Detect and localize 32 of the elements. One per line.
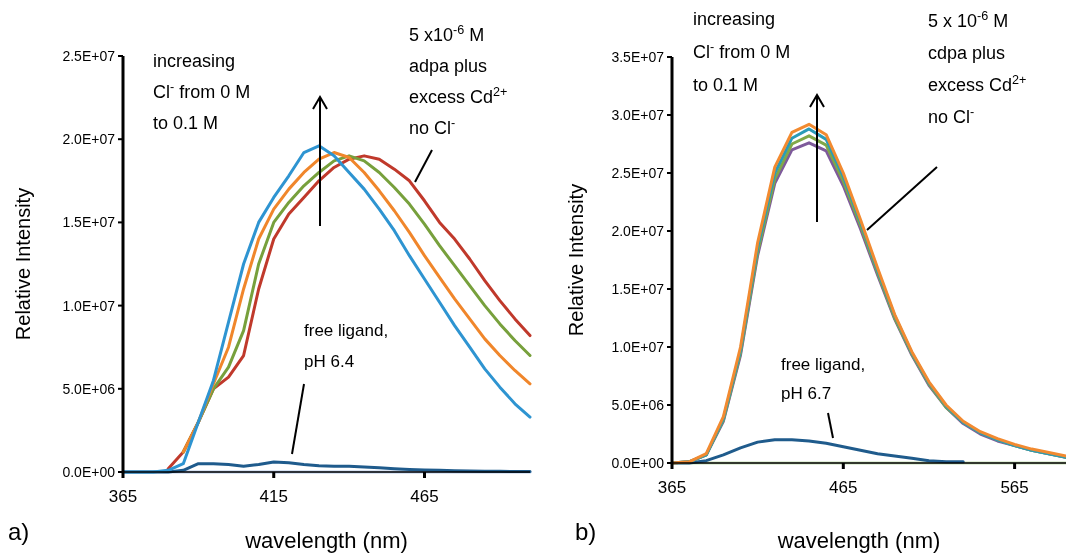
y-tick-label: 2.5E+07 [611, 164, 665, 181]
x-tick-label: 365 [108, 487, 138, 506]
y-axis-title: Relative Intensity [565, 183, 587, 337]
y-tick-label: 3.5E+07 [611, 48, 665, 65]
annotation: increasing Cl$^{-}$ from 0 M to 0.1 M [153, 51, 251, 133]
y-tick-label: 1.0E+07 [611, 338, 665, 355]
x-tick-label: 465 [829, 478, 858, 497]
annotation: increasing Cl$^{-}$ from 0 M to 0.1 M [693, 9, 791, 95]
y-tick-label: 5.0E+06 [62, 380, 116, 397]
annotation: free ligand, pH 6.4 [304, 321, 389, 371]
text: 5 x10$^{-6}$ M adpa plus excess Cd$^{2+}$ no Cl$^{-}$ [409, 23, 508, 138]
text: 5 x 10$^{-6}$ M cdpa plus excess Cd$^{2+}$ no Cl$^{-}$ [928, 9, 1027, 127]
y-tick-label: 3.0E+07 [611, 106, 665, 123]
y-tick-label: 0.0E+00 [62, 463, 116, 480]
x-tick-label: 565 [1000, 478, 1029, 497]
x-tick-label: 415 [259, 487, 288, 506]
x-tick-label: 465 [410, 487, 439, 506]
x-tick-label: 365 [657, 478, 687, 497]
y-axis-title: Relative Intensity [12, 187, 34, 341]
y-tick-label: 5.0E+06 [611, 396, 665, 413]
y-tick-label: 2.5E+07 [62, 47, 116, 64]
y-tick-label: 0.0E+00 [611, 454, 665, 471]
x-axis-title: wavelength (nm) [776, 528, 941, 553]
y-tick-label: 1.5E+07 [62, 214, 116, 231]
y-tick-label: 1.5E+07 [611, 280, 665, 297]
y-tick-label: 2.0E+07 [611, 222, 665, 239]
x-axis-title: wavelength (nm) [244, 528, 408, 553]
y-tick-label: 2.0E+07 [62, 131, 116, 148]
text: a) [8, 518, 30, 545]
y-tick-label: 1.0E+07 [62, 297, 116, 314]
text: b) [575, 518, 597, 545]
annotation: free ligand, pH 6.7 [781, 355, 866, 403]
